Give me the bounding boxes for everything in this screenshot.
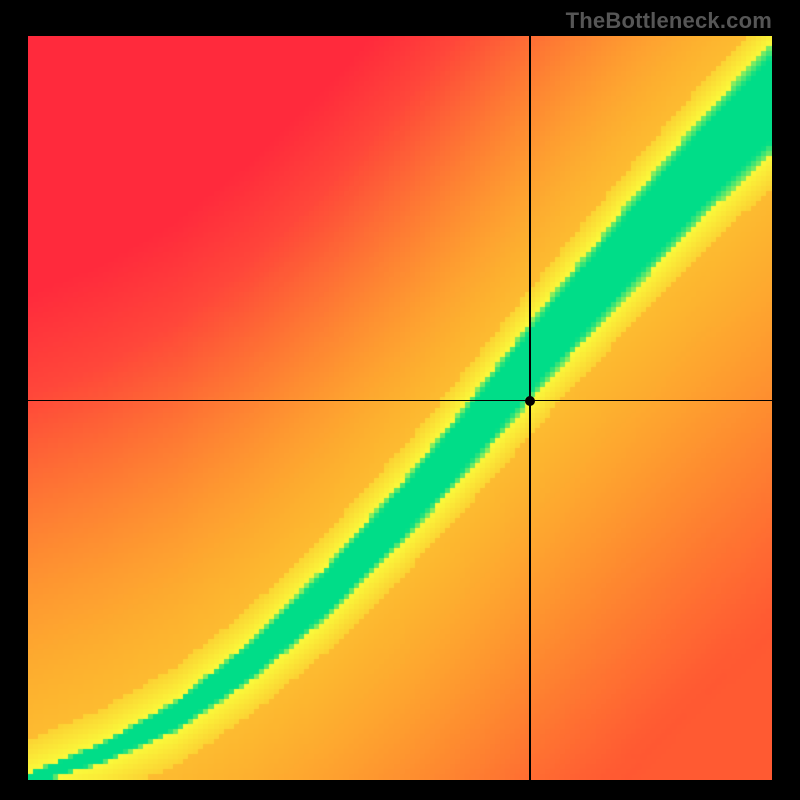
crosshair-horizontal-line: [28, 400, 772, 402]
watermark-text: TheBottleneck.com: [566, 8, 772, 34]
bottleneck-heatmap: [28, 36, 772, 780]
crosshair-vertical-line: [529, 36, 531, 780]
crosshair-dot: [525, 396, 535, 406]
